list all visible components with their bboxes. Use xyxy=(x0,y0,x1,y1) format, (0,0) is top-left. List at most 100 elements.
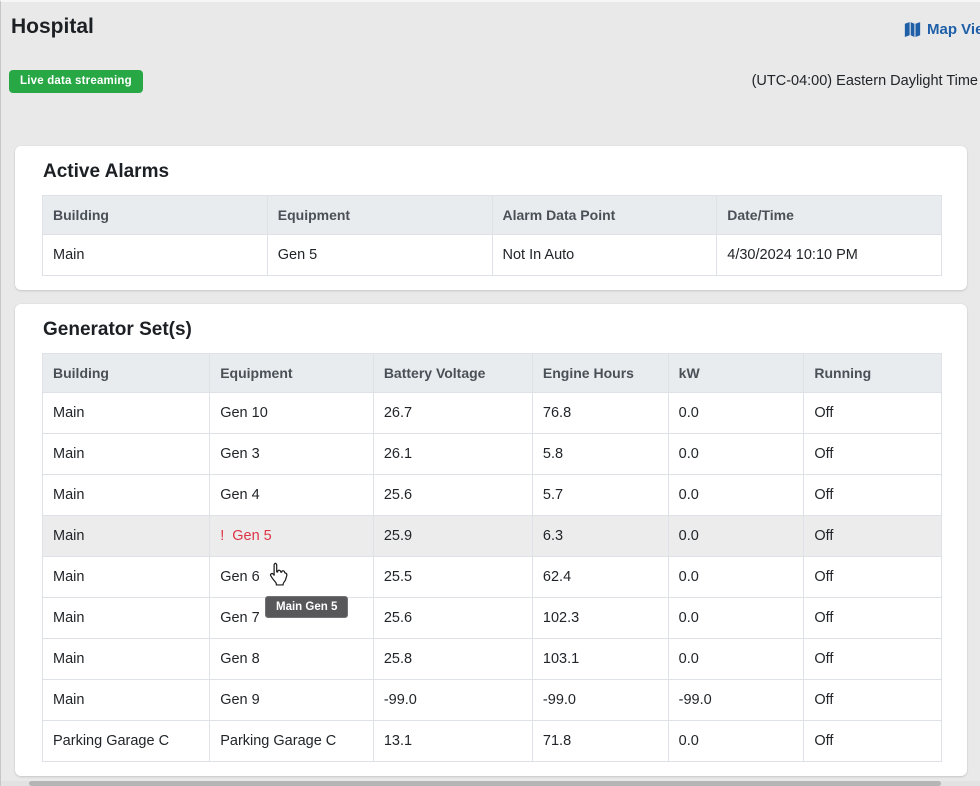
cell-building: Main xyxy=(41,433,211,475)
cell-engine_hours: -99.0 xyxy=(531,679,669,721)
table-row: Main! Gen 5 25.9 6.3 0.0 Off xyxy=(41,515,942,557)
table-row: Main Gen 8 25.8 103.1 0.0 Off xyxy=(41,638,942,680)
equipment-tooltip: Main Gen 5 xyxy=(265,596,349,618)
column-header: Running xyxy=(803,353,942,393)
cell-building: Main xyxy=(42,234,268,276)
cell-kw: 0.0 xyxy=(667,474,805,516)
cell-battery_voltage: 25.9 xyxy=(372,515,533,557)
cell-equipment: Gen 10 xyxy=(209,392,374,434)
table-row: Main Gen 9 -99.0 -99.0 -99.0 Off xyxy=(41,679,942,721)
cell-kw: 0.0 xyxy=(667,720,805,762)
cell-kw: 0.0 xyxy=(667,638,805,680)
cell-engine_hours: 102.3 xyxy=(531,597,669,639)
column-header: Building xyxy=(42,195,268,235)
cell-datetime: 4/30/2024 10:10 PM xyxy=(716,234,942,276)
cell-equipment[interactable]: ! Gen 5 xyxy=(209,515,374,557)
table-row: Main Gen 7 25.6 102.3 0.0 Off xyxy=(41,597,942,639)
cell-engine_hours: 6.3 xyxy=(531,515,669,557)
cell-running: Off xyxy=(803,679,942,721)
cards-container: Active Alarms Building Equipment Alarm Dat… xyxy=(15,146,967,776)
cell-engine_hours: 103.1 xyxy=(531,638,669,680)
mouse-pointer-hand-icon xyxy=(267,561,290,592)
page-title: Hospital xyxy=(11,15,94,38)
live-data-streaming-badge: Live data streaming xyxy=(9,70,143,93)
active-alarms-table-body: Main Gen 5 Not In Auto 4/30/2024 10:10 PM xyxy=(42,234,942,276)
active-alarms-title: Active Alarms xyxy=(43,161,170,182)
cell-equipment: Gen 5 xyxy=(266,234,493,276)
active-alarms-table: Building Equipment Alarm Data Point Date/Ti… xyxy=(42,195,942,276)
table-row: Main Gen 3 26.1 5.8 0.0 Off xyxy=(41,433,942,475)
cell-running: Off xyxy=(803,515,942,557)
table-row: Main Gen 10 26.7 76.8 0.0 Off xyxy=(41,392,942,434)
generator-sets-title: Generator Set(s) xyxy=(43,319,192,340)
map-view-label: Map View xyxy=(927,21,980,38)
cell-battery_voltage: 26.7 xyxy=(372,392,533,434)
table-row: Parking Garage C Parking Garage C 13.1 71.8… xyxy=(41,720,942,762)
cell-running: Off xyxy=(803,433,942,475)
cell-kw: 0.0 xyxy=(667,556,805,598)
map-view-link[interactable]: Map View xyxy=(904,21,980,38)
cell-equipment: Gen 3 xyxy=(209,433,374,475)
map-icon xyxy=(904,21,921,38)
cell-building: Main xyxy=(41,515,211,557)
cell-equipment: Gen 8 xyxy=(209,638,374,680)
column-header: Building xyxy=(41,353,211,393)
cell-engine_hours: 62.4 xyxy=(531,556,669,598)
cell-kw: 0.0 xyxy=(667,392,805,434)
cell-battery_voltage: 25.8 xyxy=(372,638,533,680)
active-alarms-table-head: Building Equipment Alarm Data Point Date/Ti… xyxy=(42,195,942,235)
column-header: Equipment xyxy=(266,195,493,235)
generator-sets-table: Building Equipment Battery Voltage Engine H… xyxy=(41,353,942,762)
column-header: Engine Hours xyxy=(531,353,669,393)
cell-building: Main xyxy=(41,679,211,721)
column-header: Battery Voltage xyxy=(372,353,533,393)
cell-building: Main xyxy=(41,597,211,639)
generator-sets-card: Generator Set(s) Building Equipment Batter… xyxy=(15,304,967,776)
cell-building: Main xyxy=(41,638,211,680)
cell-running: Off xyxy=(803,474,942,516)
cell-running: Off xyxy=(803,720,942,762)
cell-equipment: Gen 6 xyxy=(209,556,374,598)
generator-sets-table-body: Main Gen 10 26.7 76.8 0.0 Off Main Gen 3 26.1 5.8… xyxy=(41,392,942,762)
cell-kw: 0.0 xyxy=(667,433,805,475)
table-row: Main Gen 5 Not In Auto 4/30/2024 10:10 PM xyxy=(42,234,942,276)
cell-building: Parking Garage C xyxy=(41,720,211,762)
equipment-alarm-link[interactable]: ! Gen 5 xyxy=(220,528,272,544)
cell-running: Off xyxy=(803,638,942,680)
cell-battery_voltage: -99.0 xyxy=(372,679,533,721)
cell-battery_voltage: 25.5 xyxy=(372,556,533,598)
column-header: Equipment xyxy=(209,353,374,393)
column-header: Alarm Data Point xyxy=(491,195,718,235)
column-header: kW xyxy=(667,353,805,393)
cell-battery_voltage: 13.1 xyxy=(372,720,533,762)
cell-equipment: Gen 9 xyxy=(209,679,374,721)
cell-battery_voltage: 25.6 xyxy=(372,597,533,639)
cell-running: Off xyxy=(803,392,942,434)
cell-equipment: Parking Garage C xyxy=(209,720,374,762)
cell-engine_hours: 71.8 xyxy=(531,720,669,762)
cell-running: Off xyxy=(803,556,942,598)
horizontal-scrollbar-thumb[interactable] xyxy=(29,781,941,786)
cell-kw: -99.0 xyxy=(667,679,805,721)
cell-alarm_data_point: Not In Auto xyxy=(491,234,718,276)
cell-equipment: Gen 4 xyxy=(209,474,374,516)
timezone-label: (UTC-04:00) Eastern Daylight Time xyxy=(751,73,978,89)
cell-building: Main xyxy=(41,474,211,516)
equipment-label: Gen 5 xyxy=(232,528,272,544)
cell-engine_hours: 5.8 xyxy=(531,433,669,475)
cell-running: Off xyxy=(803,597,942,639)
cell-engine_hours: 76.8 xyxy=(531,392,669,434)
cell-kw: 0.0 xyxy=(667,515,805,557)
cell-engine_hours: 5.7 xyxy=(531,474,669,516)
table-row: Main Gen 6 25.5 62.4 0.0 Off xyxy=(41,556,942,598)
cell-battery_voltage: 25.6 xyxy=(372,474,533,516)
cell-building: Main xyxy=(41,392,211,434)
cell-battery_voltage: 26.1 xyxy=(372,433,533,475)
cell-building: Main xyxy=(41,556,211,598)
column-header: Date/Time xyxy=(716,195,942,235)
horizontal-scrollbar-track[interactable] xyxy=(1,781,980,786)
active-alarms-card: Active Alarms Building Equipment Alarm Dat… xyxy=(15,146,967,290)
alarm-indicator-icon: ! xyxy=(220,528,225,544)
cell-kw: 0.0 xyxy=(667,597,805,639)
